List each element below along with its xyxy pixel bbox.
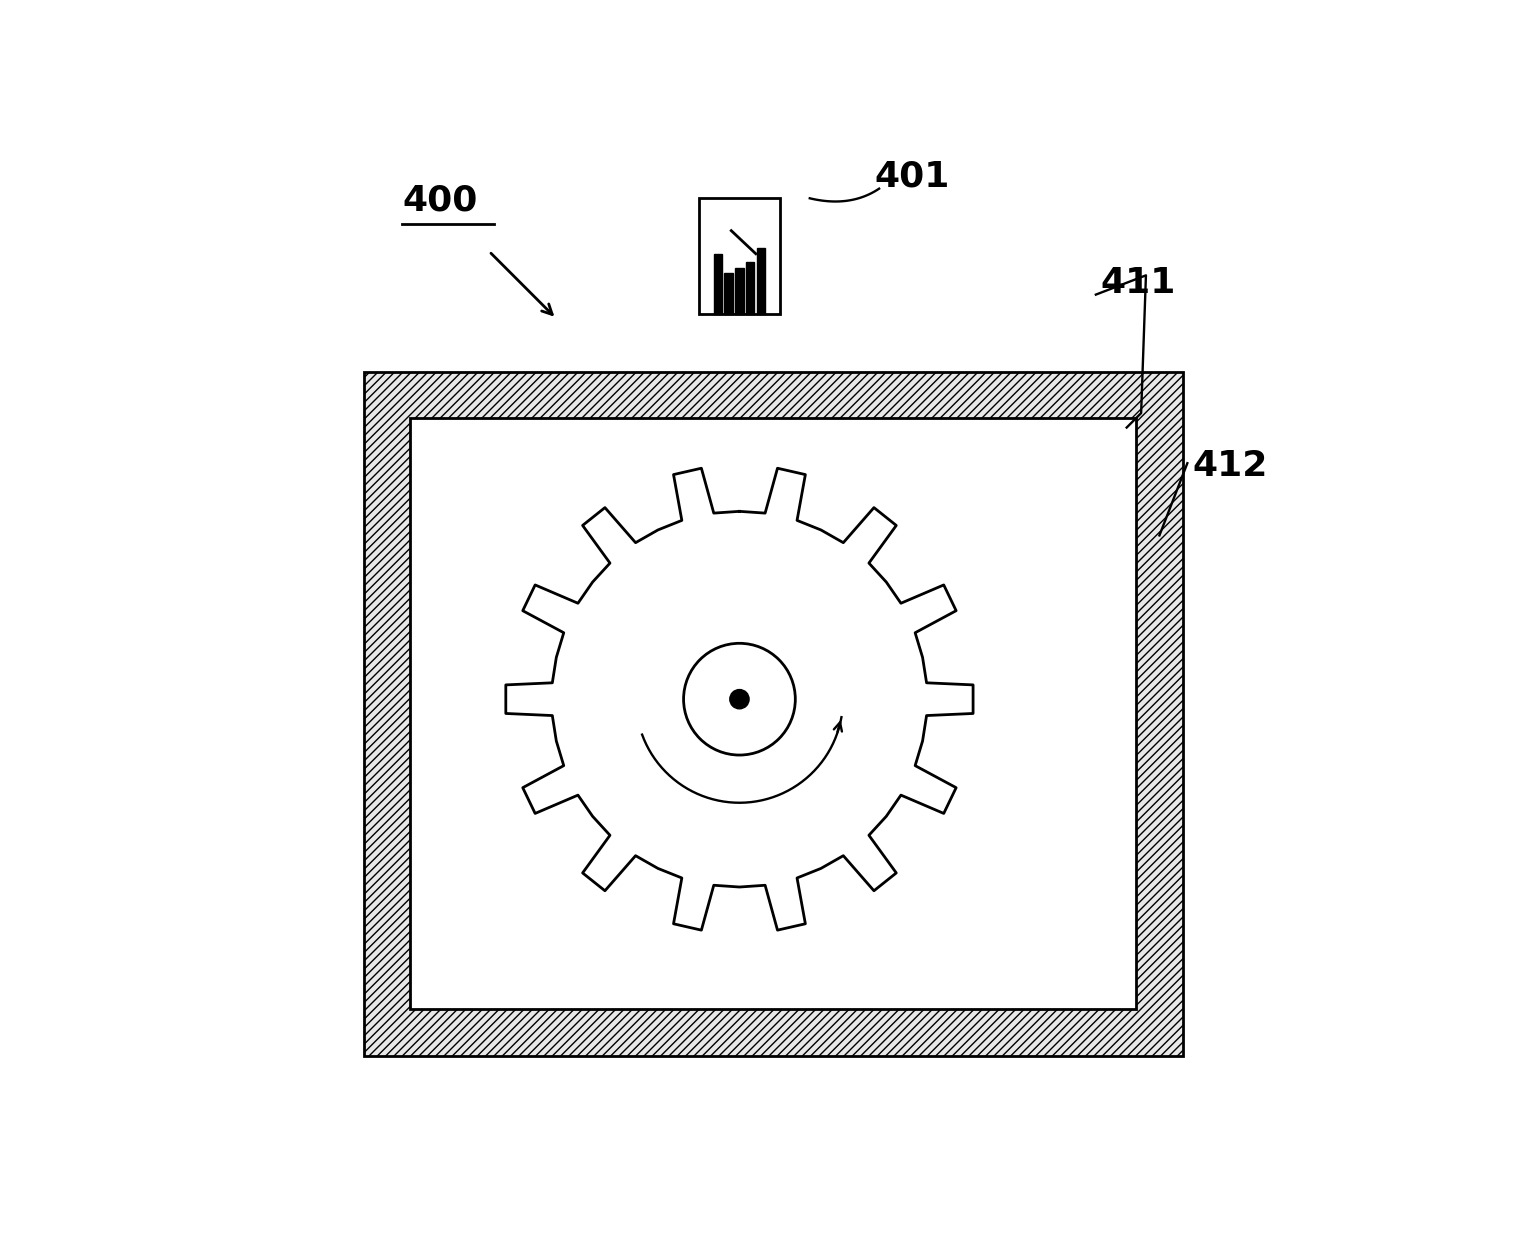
Bar: [724, 274, 733, 314]
Text: 412: 412: [1192, 449, 1268, 483]
Bar: [698, 198, 780, 314]
Bar: [410, 418, 1137, 1010]
Bar: [410, 418, 1137, 1010]
Circle shape: [730, 689, 748, 709]
Text: 401: 401: [874, 160, 950, 194]
Text: 400: 400: [402, 184, 478, 218]
Bar: [713, 254, 721, 314]
Bar: [364, 372, 1183, 1056]
Text: 411: 411: [1101, 265, 1176, 300]
Bar: [747, 261, 754, 314]
Bar: [757, 249, 765, 314]
Bar: [735, 268, 744, 314]
